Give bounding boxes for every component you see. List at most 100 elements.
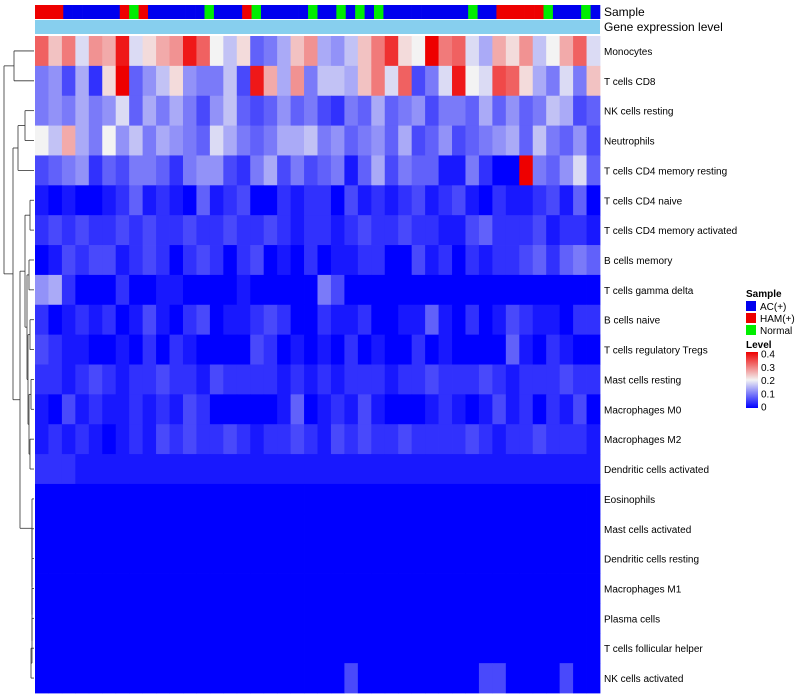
heatmap-cell [142,394,157,425]
heatmap-cell [209,364,224,395]
heatmap-cell [182,36,197,67]
heatmap-cell [61,633,76,664]
heatmap-cell [344,483,359,515]
heatmap-cell [223,543,238,574]
heatmap-cell [115,304,130,336]
heatmap-cell [142,364,157,395]
heatmap-cell [492,125,507,156]
heatmap-cell [196,36,211,67]
heatmap-cell [398,424,413,455]
legend-sample-title: Sample [746,289,782,300]
heatmap-cell [102,274,117,306]
sample-annotation-cell [157,5,168,19]
heatmap-cell [573,245,587,276]
heatmap-cell [61,215,76,246]
heatmap-cell [411,65,426,97]
heatmap-cell [330,36,345,67]
heatmap-cell [142,633,157,664]
heatmap-cell [519,394,534,425]
sample-annotation-cell [439,5,450,19]
heatmap-cell [102,603,117,634]
heatmap-cell [290,483,305,515]
heatmap-cell [102,185,117,216]
heatmap-cell [156,573,170,604]
heatmap-cell [357,65,372,97]
legend: Sample AC(+)HAM(+)Normal Level 0.4 0.3 0.2… [746,289,795,414]
heatmap-cell [492,334,507,365]
heatmap-cell [478,95,493,126]
heatmap-cell [115,483,130,515]
heatmap-cell [505,65,520,97]
heatmap-cell [344,95,359,126]
heatmap-cell [263,304,278,336]
heatmap-cell [398,543,413,574]
sample-annotation-cell [91,5,102,19]
heatmap-cell [573,185,587,216]
heatmap-cell [290,125,305,156]
heatmap-cell [277,155,291,186]
sample-annotation-cell [166,5,177,19]
heatmap-cell [452,36,466,67]
heatmap-cell [532,95,547,126]
heatmap-cell [330,663,345,694]
heatmap-cell [223,454,238,485]
heatmap-cell [586,483,601,515]
heatmap-cell [35,483,49,515]
heatmap-cell [263,334,278,365]
heatmap-cell [169,185,184,216]
heatmap-cell [478,513,493,545]
heatmap-cell [277,245,291,276]
heatmap-cell [290,95,305,126]
heatmap-cell [61,454,76,485]
heatmap-cell [88,304,103,336]
row-label: T cells gamma delta [604,286,694,297]
heatmap-cell [586,215,601,246]
heatmap-cell [317,454,332,485]
heatmap-cell [156,65,170,97]
row-label: Macrophages M2 [604,435,682,446]
heatmap-cell [236,513,251,545]
heatmap-cell [236,394,251,425]
sample-annotation-cell [232,5,243,19]
heatmap-cell [209,483,224,515]
heatmap-cell [344,603,359,634]
heatmap-cell [250,663,265,694]
heatmap-cell [438,125,453,156]
heatmap-cell [196,633,211,664]
heatmap-cell [425,65,439,97]
sample-annotation-cell [449,5,460,19]
heatmap-cell [142,274,157,306]
heatmap-cell [102,36,117,67]
heatmap-cell [505,394,520,425]
heatmap-cell [330,543,345,574]
heatmap-cell [48,633,63,664]
heatmap-cell [263,394,278,425]
heatmap-cell [546,155,561,186]
heatmap-cell [371,513,386,545]
sample-annotation-cell [326,5,337,19]
heatmap-cell [532,633,547,664]
heatmap-cell [371,215,386,246]
heatmap-cell [452,483,466,515]
heatmap-cell [209,334,224,365]
sample-annotation-cell [552,5,563,19]
heatmap-cell [169,513,184,545]
heatmap-cell [546,334,561,365]
row-dendrogram [3,50,34,679]
heatmap-cell [169,663,184,694]
heatmap-cell [357,334,372,365]
heatmap-cell [88,454,103,485]
heatmap-cell [344,155,359,186]
heatmap-cell [35,215,49,246]
heatmap-cell [465,394,480,425]
heatmap-cell [411,36,426,67]
heatmap-cell [129,513,144,545]
sample-annotation-cell [289,5,299,19]
heatmap-cell [263,125,278,156]
heatmap-cell [277,364,291,395]
heatmap-cell [250,633,265,664]
heatmap-cell [88,125,103,156]
heatmap-cell [263,274,278,306]
heatmap-cell [88,603,103,634]
heatmap-cell [573,513,587,545]
